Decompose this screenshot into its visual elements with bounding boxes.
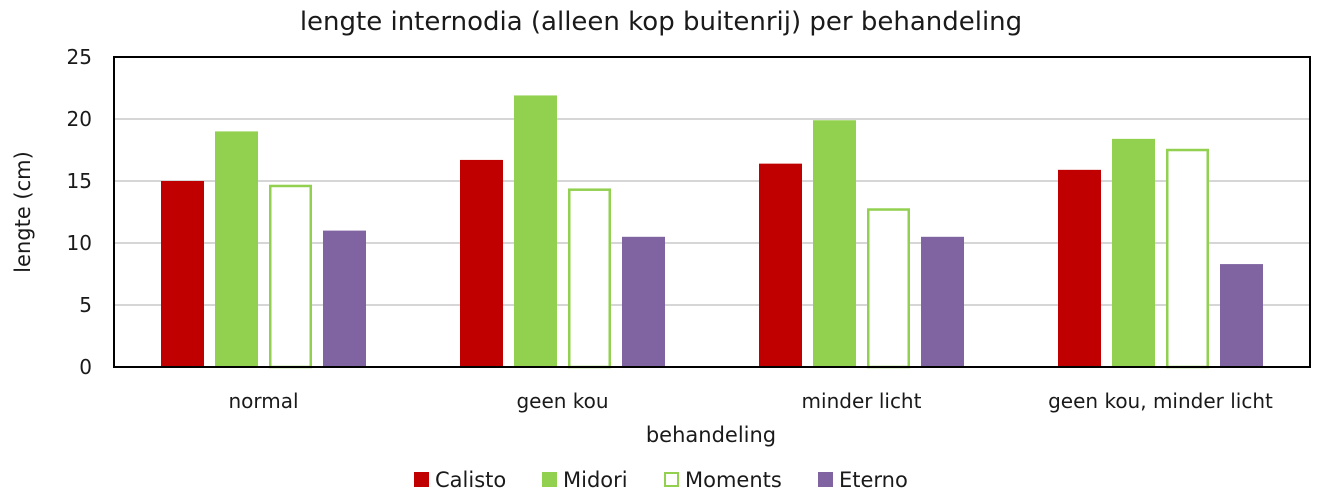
bar-eterno-1 xyxy=(323,230,366,367)
y-tick-label: 10 xyxy=(67,231,92,255)
y-tick-label: 5 xyxy=(79,293,92,317)
legend: Calisto Midori Moments Eterno xyxy=(414,468,908,492)
legend-swatch-calisto xyxy=(414,472,429,487)
bar-moments-3 xyxy=(867,208,910,369)
x-category-label: normal xyxy=(228,389,298,413)
bar-midori-4 xyxy=(1112,138,1155,367)
y-tick-label: 25 xyxy=(67,45,92,69)
y-tick-label: 0 xyxy=(79,355,92,379)
bar-group xyxy=(161,95,1263,369)
bar-calisto-3 xyxy=(759,163,802,367)
legend-swatch-moments xyxy=(664,472,679,487)
x-category-label: minder licht xyxy=(802,389,922,413)
chart-title: lengte internodia (alleen kop buitenrij)… xyxy=(300,7,1022,37)
legend-label-midori: Midori xyxy=(563,468,628,492)
bar-midori-1 xyxy=(215,131,258,367)
bar-calisto-2 xyxy=(460,159,503,367)
legend-label-eterno: Eterno xyxy=(839,468,908,492)
legend-swatch-midori xyxy=(542,472,557,487)
bar-moments-2 xyxy=(568,188,611,369)
x-axis-label: behandeling xyxy=(646,423,776,447)
legend-label-moments: Moments xyxy=(685,468,782,492)
y-tick-labels: 0 5 10 15 20 25 xyxy=(67,45,92,379)
x-category-labels: normal geen kou minder licht geen kou, mind… xyxy=(228,389,1273,413)
bar-moments-4 xyxy=(1166,148,1209,369)
bar-calisto-4 xyxy=(1058,169,1101,367)
plot-frame xyxy=(113,56,1311,368)
bar-eterno-2 xyxy=(622,236,665,367)
bar-eterno-3 xyxy=(921,236,964,367)
y-tick-label: 15 xyxy=(67,169,92,193)
legend-swatch-eterno xyxy=(818,472,833,487)
x-category-label: geen kou, minder licht xyxy=(1048,389,1273,413)
grid-lines xyxy=(114,118,1310,306)
bar-calisto-1 xyxy=(161,181,204,367)
bar-moments-1 xyxy=(269,184,312,369)
x-category-label: geen kou xyxy=(516,389,608,413)
bar-eterno-4 xyxy=(1220,264,1263,367)
bar-midori-3 xyxy=(813,120,856,368)
y-tick-label: 20 xyxy=(67,107,92,131)
bar-midori-2 xyxy=(514,95,557,367)
y-axis-label: lengte (cm) xyxy=(11,151,35,273)
legend-label-calisto: Calisto xyxy=(435,468,506,492)
